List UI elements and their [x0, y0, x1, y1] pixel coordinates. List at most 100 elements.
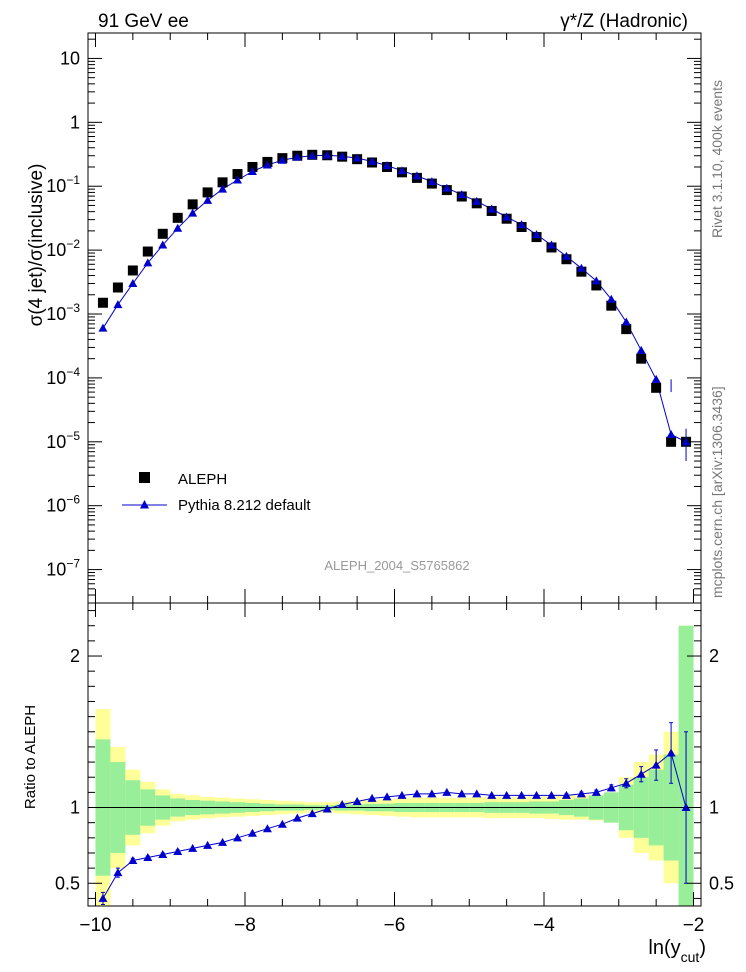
- ratio-plot-frame: [87, 602, 702, 907]
- ratio-point: [397, 790, 407, 799]
- ratio-point: [472, 789, 482, 798]
- mcplots-label: mcplots.cern.ch [arXiv:1306.3436]: [709, 386, 725, 598]
- mc-point: [292, 152, 302, 161]
- mc-point: [472, 196, 482, 205]
- y-tick-label: 10−1: [46, 173, 80, 196]
- mc-point: [397, 166, 407, 175]
- y-tick-label: 10: [60, 48, 80, 68]
- data-point: [127, 265, 138, 276]
- ratio-y-tick-label: 1: [70, 798, 80, 818]
- ratio-plot: 0.5 0.5 1 1 2 2 −10 −8 −6 −4 −2 Ratio to ALEPH ln…: [22, 602, 734, 965]
- data-point: [157, 228, 168, 239]
- legend-data-label: ALEPH: [178, 471, 227, 488]
- main-plot-frame: [87, 32, 702, 604]
- data-point: [112, 282, 123, 293]
- ratio-point: [307, 809, 317, 818]
- ratio-y-axis-label: Ratio to ALEPH: [22, 705, 39, 809]
- ratio-point: [292, 813, 302, 822]
- ratio-point: [262, 824, 272, 833]
- mc-point: [382, 161, 392, 170]
- ratio-y-tick-label: 0.5: [55, 873, 80, 893]
- y-tick-label: 10−2: [46, 237, 80, 260]
- mc-point: [636, 345, 646, 354]
- y-tick-label: 10−6: [46, 493, 80, 516]
- x-tick-label: −8: [234, 915, 256, 936]
- ratio-point: [427, 789, 437, 798]
- mc-point: [113, 300, 123, 309]
- y-tick-label: 10−4: [46, 365, 80, 388]
- mc-line: [102, 154, 687, 443]
- mc-point: [606, 294, 616, 303]
- ratio-point: [382, 792, 392, 801]
- ratio-point: [412, 789, 422, 798]
- mc-point: [337, 151, 347, 160]
- mc-point: [322, 150, 332, 159]
- mc-point: [367, 156, 377, 165]
- ratio-point: [277, 819, 287, 828]
- legend-data-marker: [139, 472, 150, 483]
- mc-point: [98, 323, 108, 332]
- data-point: [172, 212, 183, 223]
- ratio-point: [636, 769, 646, 778]
- ratio-point: [203, 840, 213, 849]
- x-tick-label: −10: [79, 915, 111, 936]
- ratio-point: [128, 856, 138, 865]
- ratio-line: [102, 752, 687, 899]
- mc-point: [247, 166, 257, 175]
- ratio-point: [606, 783, 616, 792]
- legend-mc-marker: [140, 500, 149, 509]
- data-point: [636, 353, 647, 364]
- mc-point: [502, 212, 512, 221]
- mc-point: [576, 263, 586, 272]
- data-point: [247, 161, 258, 172]
- ratio-point: [651, 760, 661, 769]
- data-point: [621, 324, 632, 335]
- mc-point: [546, 240, 556, 249]
- data-point: [232, 169, 243, 180]
- data-point: [651, 382, 662, 393]
- data-point: [591, 280, 602, 291]
- mc-point: [561, 251, 571, 260]
- data-point: [202, 187, 213, 198]
- ratio-point: [502, 790, 512, 799]
- mc-point: [591, 276, 601, 285]
- mc-point: [277, 155, 287, 164]
- y-tick-label: 1: [70, 112, 80, 132]
- ratio-y-tick-label-right: 0.5: [709, 873, 734, 893]
- rivet-label: Rivet 3.1.10, 400k events: [709, 80, 725, 238]
- mc-point: [621, 317, 631, 326]
- ratio-point: [143, 853, 153, 862]
- ratio-point: [517, 790, 527, 799]
- ratio-point: [233, 833, 243, 842]
- ratio-point: [546, 790, 556, 799]
- legend: ALEPH Pythia 8.212 default: [122, 471, 311, 514]
- ratio-point: [113, 868, 123, 877]
- mc-point: [532, 230, 542, 239]
- ratio-point: [457, 789, 467, 798]
- ratio-point: [173, 846, 183, 855]
- data-point: [187, 199, 198, 210]
- ratio-point: [352, 796, 362, 805]
- mc-point: [412, 171, 422, 180]
- data-point: [666, 436, 677, 447]
- mc-point: [487, 204, 497, 213]
- legend-mc-label: Pythia 8.212 default: [178, 497, 311, 514]
- ratio-point: [247, 828, 257, 837]
- y-tick-label: 10−3: [46, 301, 80, 324]
- ratio-point: [442, 787, 452, 796]
- watermark: ALEPH_2004_S5765862: [324, 558, 469, 573]
- mc-point: [173, 223, 183, 232]
- ratio-point: [487, 790, 497, 799]
- ratio-point: [98, 893, 108, 902]
- mc-point: [517, 220, 527, 229]
- ratio-y-tick-label-right: 1: [709, 798, 719, 818]
- mc-point: [262, 160, 272, 169]
- x-tick-label: −2: [683, 915, 705, 936]
- y-tick-label: 10−7: [46, 557, 80, 580]
- header-right-title: γ*/Z (Hadronic): [560, 11, 688, 32]
- ratio-point: [561, 790, 571, 799]
- mc-point: [666, 430, 676, 439]
- x-axis-label: ln(ycut): [648, 937, 706, 965]
- mc-point: [128, 279, 138, 288]
- mc-point: [457, 190, 467, 199]
